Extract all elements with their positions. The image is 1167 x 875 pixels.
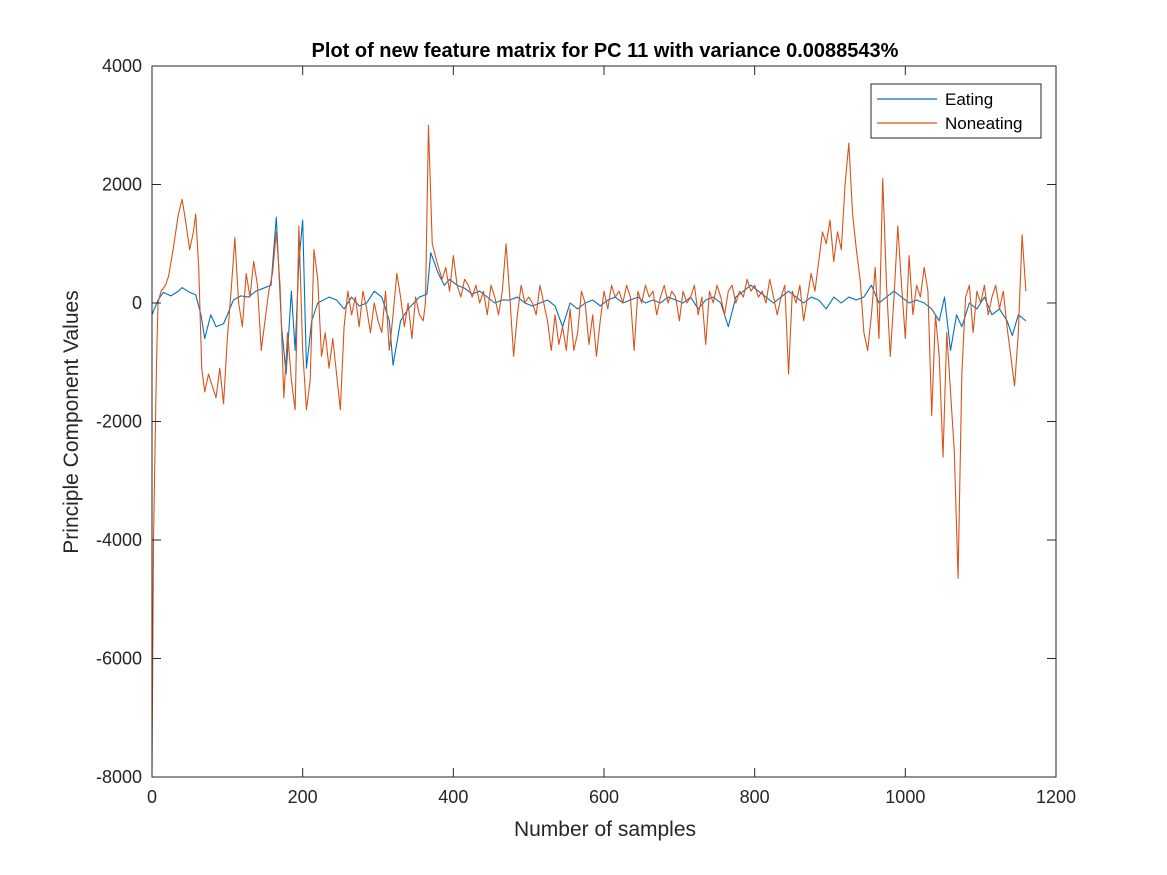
y-tick-label: -4000	[96, 530, 142, 550]
x-tick-label: 1200	[1036, 787, 1076, 807]
legend: Eating Noneating	[870, 83, 1042, 139]
axes-layer: 0 200 400 600 800 1000 1200 4000 2000 0 -2000 -4000…	[96, 56, 1076, 807]
x-axis-title: Number of samples	[514, 818, 696, 841]
y-tick-label: 2000	[102, 175, 142, 195]
chart-title: Plot of new feature matrix for PC 11 wit…	[312, 40, 899, 62]
series-layer	[152, 124, 1027, 772]
x-tick-label: 0	[147, 787, 157, 807]
series-line-noneating	[152, 124, 1027, 772]
legend-label-noneating: Noneating	[945, 114, 1023, 133]
series-line-eating	[152, 216, 1027, 375]
y-tick-label: -6000	[96, 649, 142, 669]
axes-box	[151, 65, 1057, 778]
y-axis-title: Principle Component Values	[60, 290, 83, 553]
x-tick-label: 600	[589, 787, 619, 807]
legend-box	[870, 83, 1042, 139]
x-tick-label: 400	[438, 787, 468, 807]
y-tick-label: 4000	[102, 56, 142, 76]
y-tick-label: -2000	[96, 412, 142, 432]
x-tick-label: 800	[740, 787, 770, 807]
legend-label-eating: Eating	[945, 90, 993, 109]
x-tick-label: 200	[288, 787, 318, 807]
y-tick-label: 0	[132, 293, 142, 313]
y-tick-label: -8000	[96, 767, 142, 787]
x-tick-label: 1000	[885, 787, 925, 807]
